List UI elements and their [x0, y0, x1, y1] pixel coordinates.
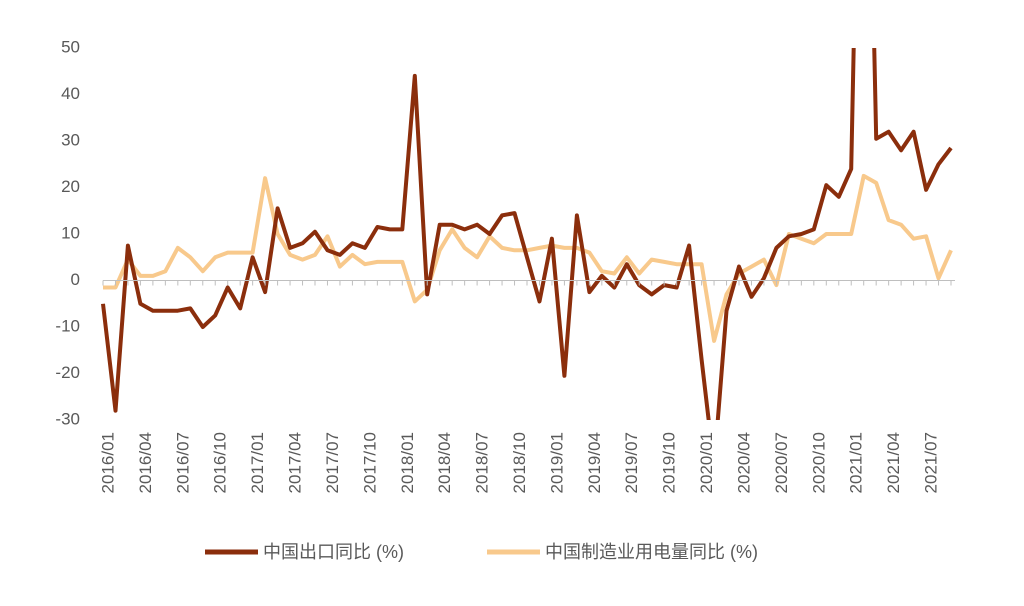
plot-area	[101, 48, 953, 420]
y-tick-label: 30	[61, 130, 80, 149]
y-tick-label: 40	[61, 84, 80, 103]
y-tick-label: 10	[61, 223, 80, 242]
x-tick-label: 2018/07	[473, 432, 492, 493]
x-tick-label: 2016/01	[98, 432, 117, 493]
y-tick-label: 50	[61, 37, 80, 56]
x-tick-label: 2021/07	[922, 432, 941, 493]
y-tick-label: -20	[55, 363, 80, 382]
x-tick-label: 2016/04	[136, 432, 155, 493]
x-tick-label: 2017/01	[248, 432, 267, 493]
series-line	[101, 48, 953, 420]
legend-label: 中国出口同比 (%)	[263, 542, 404, 562]
x-tick-label: 2019/01	[547, 432, 566, 493]
y-tick-label: -10	[55, 316, 80, 335]
x-tick-label: 2016/07	[173, 432, 192, 493]
x-tick-label: 2017/10	[360, 432, 379, 493]
x-tick-label: 2021/01	[847, 432, 866, 493]
x-tick-label: 2019/10	[660, 432, 679, 493]
y-tick-label: 20	[61, 177, 80, 196]
y-tick-label: 0	[71, 270, 80, 289]
x-tick-label: 2018/01	[398, 432, 417, 493]
x-tick-label: 2019/07	[622, 432, 641, 493]
x-tick-label: 2020/01	[697, 432, 716, 493]
x-tick-label: 2017/04	[286, 432, 305, 493]
legend-label: 中国制造业用电量同比 (%)	[545, 542, 758, 562]
x-tick-label: 2016/10	[211, 432, 230, 493]
x-tick-label: 2020/07	[772, 432, 791, 493]
y-tick-label: -30	[55, 409, 80, 428]
x-tick-label: 2018/04	[435, 432, 454, 493]
x-tick-label: 2021/04	[884, 432, 903, 493]
x-tick-label: 2020/10	[809, 432, 828, 493]
x-tick-label: 2019/04	[585, 432, 604, 493]
x-tick-label: 2020/04	[734, 432, 753, 493]
x-tick-label: 2018/10	[510, 432, 529, 493]
x-tick-label: 2017/07	[323, 432, 342, 493]
